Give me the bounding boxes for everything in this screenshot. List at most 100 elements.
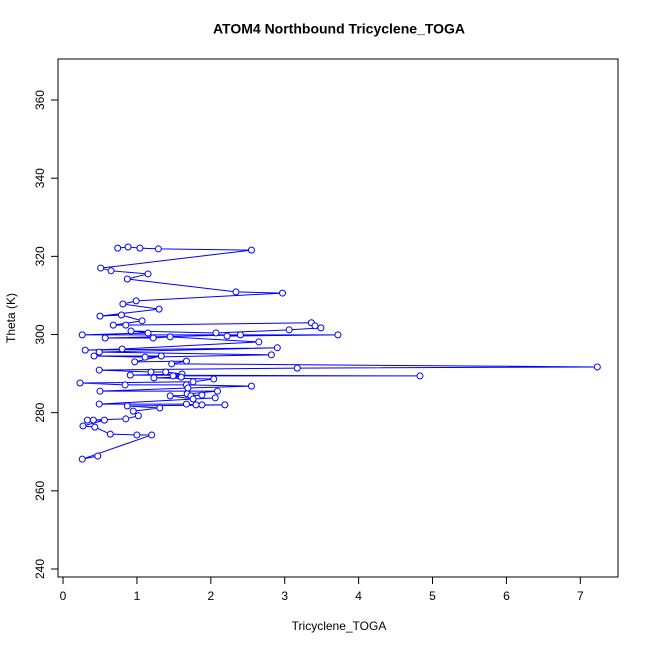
point xyxy=(127,327,135,335)
point xyxy=(311,322,319,330)
point xyxy=(109,321,117,329)
point xyxy=(189,395,197,403)
point xyxy=(141,353,149,361)
x-tick-label: 5 xyxy=(429,589,436,603)
x-tick-label: 3 xyxy=(281,589,288,603)
point xyxy=(182,400,190,408)
point xyxy=(129,407,137,415)
point xyxy=(156,404,164,412)
point xyxy=(97,264,105,272)
point xyxy=(279,289,287,297)
point xyxy=(123,275,131,283)
point xyxy=(293,364,301,372)
point xyxy=(212,329,220,337)
y-tick-label: 260 xyxy=(33,480,47,500)
point xyxy=(106,430,114,438)
x-tick-label: 7 xyxy=(577,589,584,603)
chart-title: ATOM4 Northbound Tricyclene_TOGA xyxy=(213,21,465,37)
point xyxy=(101,334,109,342)
point xyxy=(89,416,97,424)
point xyxy=(76,379,84,387)
point xyxy=(95,400,103,408)
point xyxy=(166,333,174,341)
point xyxy=(114,244,122,252)
point xyxy=(132,297,140,305)
y-tick-label: 360 xyxy=(33,90,47,110)
point xyxy=(83,416,91,424)
plot-frame xyxy=(57,58,619,578)
point xyxy=(126,371,134,379)
point xyxy=(144,270,152,278)
point xyxy=(166,392,174,400)
point xyxy=(95,348,103,356)
point xyxy=(221,401,229,409)
point xyxy=(416,372,424,380)
point xyxy=(177,373,185,381)
point xyxy=(96,387,104,395)
point xyxy=(198,401,206,409)
y-tick-label: 340 xyxy=(33,168,47,188)
point xyxy=(133,431,141,439)
point xyxy=(168,360,176,368)
point xyxy=(169,372,177,380)
point xyxy=(79,422,87,430)
point xyxy=(192,401,200,409)
point xyxy=(122,321,130,329)
point xyxy=(255,338,263,346)
point xyxy=(213,387,221,395)
point xyxy=(124,243,132,251)
point xyxy=(136,244,144,252)
point xyxy=(138,317,146,325)
point xyxy=(247,382,255,390)
point xyxy=(147,368,155,376)
point xyxy=(119,300,127,308)
x-tick-label: 6 xyxy=(503,589,510,603)
point xyxy=(273,344,281,352)
series-line xyxy=(79,246,598,460)
point xyxy=(285,326,293,334)
point xyxy=(149,334,157,342)
point xyxy=(148,431,156,439)
point xyxy=(334,331,342,339)
y-tick-label: 320 xyxy=(33,246,47,266)
y-tick-label: 280 xyxy=(33,402,47,422)
y-axis-label: Theta (K) xyxy=(4,293,18,343)
point xyxy=(131,358,139,366)
point xyxy=(317,324,325,332)
x-tick-label: 1 xyxy=(134,589,141,603)
point xyxy=(211,394,219,402)
point xyxy=(122,415,130,423)
point xyxy=(155,305,163,313)
point xyxy=(78,455,86,463)
x-tick-label: 2 xyxy=(207,589,214,603)
point xyxy=(236,331,244,339)
point xyxy=(91,423,99,431)
point xyxy=(223,332,231,340)
point xyxy=(267,351,275,359)
point xyxy=(81,346,89,354)
point xyxy=(144,329,152,337)
point xyxy=(90,352,98,360)
point xyxy=(95,366,103,374)
point xyxy=(210,375,218,383)
point xyxy=(189,378,197,386)
point xyxy=(184,384,192,392)
point xyxy=(162,368,170,376)
point xyxy=(154,245,162,253)
point xyxy=(232,288,240,296)
point xyxy=(134,412,142,420)
point xyxy=(123,402,131,410)
point xyxy=(121,381,129,389)
point xyxy=(150,374,158,382)
point xyxy=(247,246,255,254)
y-tick-label: 240 xyxy=(33,559,47,579)
point xyxy=(198,391,206,399)
y-tick-label: 300 xyxy=(33,324,47,344)
point xyxy=(118,345,126,353)
point xyxy=(157,352,165,360)
point xyxy=(100,416,108,424)
point xyxy=(94,452,102,460)
x-tick-label: 0 xyxy=(60,589,67,603)
point xyxy=(96,312,104,320)
